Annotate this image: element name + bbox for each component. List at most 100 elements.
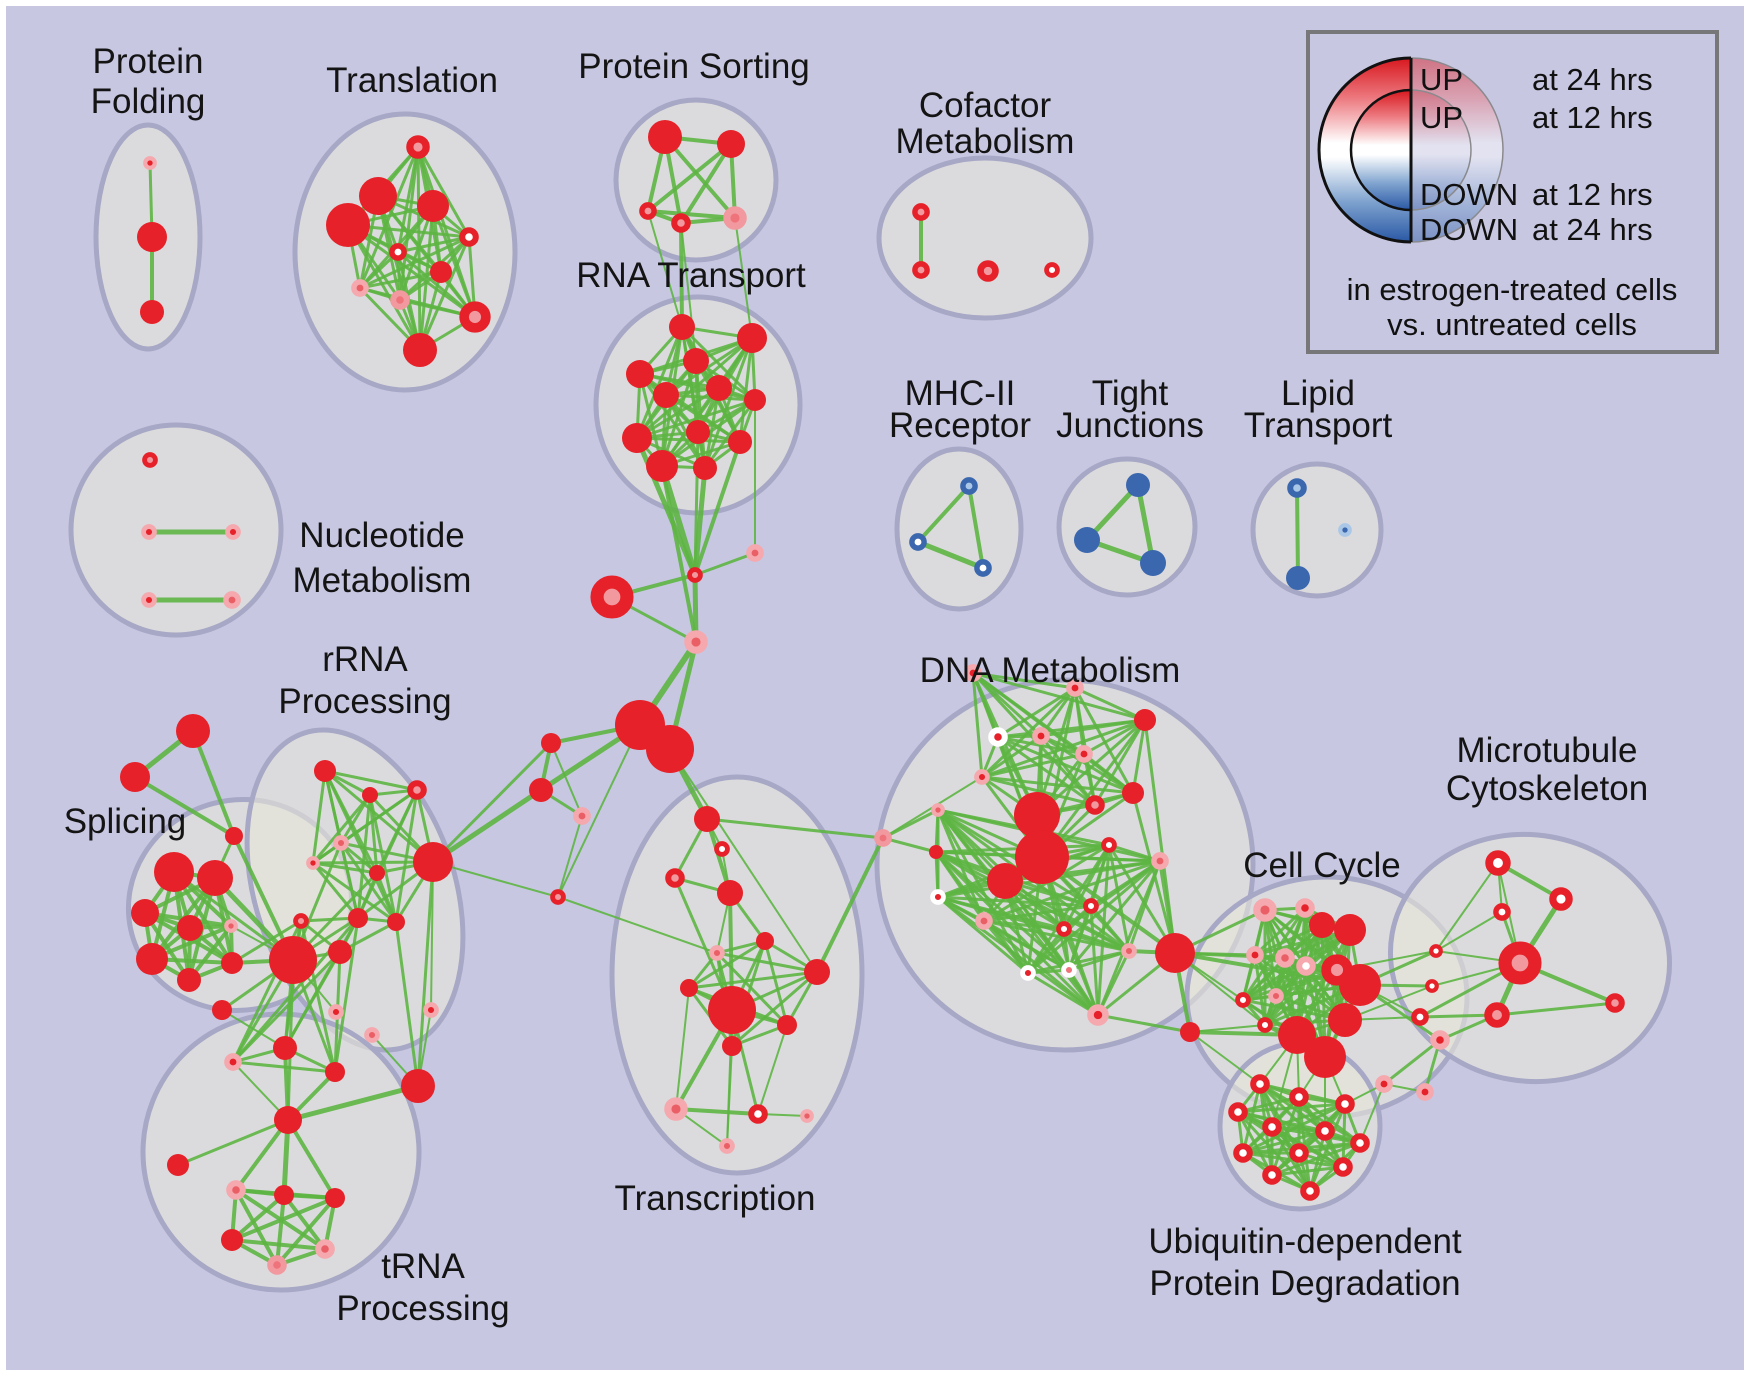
node-s8[interactable]	[221, 952, 243, 974]
node-trj[interactable]	[800, 1109, 814, 1123]
node-mt4[interactable]	[1429, 944, 1443, 958]
node-r12[interactable]	[269, 936, 317, 984]
node-trg[interactable]	[722, 1036, 742, 1056]
node-t2[interactable]	[359, 177, 397, 215]
node-cc12[interactable]	[1257, 1017, 1273, 1033]
node-c2[interactable]	[714, 841, 730, 857]
node-u7[interactable]	[1350, 1133, 1370, 1153]
node-d20[interactable]	[1121, 943, 1137, 959]
node-cc9[interactable]	[1339, 964, 1381, 1006]
node-r7[interactable]	[413, 842, 453, 882]
node-h4[interactable]	[684, 630, 708, 654]
node-u9[interactable]	[1289, 1143, 1309, 1163]
node-r3[interactable]	[407, 780, 427, 800]
node-r5[interactable]	[306, 856, 320, 870]
node-s7[interactable]	[177, 968, 201, 992]
node-ps1[interactable]	[648, 120, 682, 154]
node-cc4[interactable]	[1334, 914, 1366, 946]
node-l2[interactable]	[529, 778, 553, 802]
node-mt8[interactable]	[1605, 993, 1625, 1013]
node-mh1[interactable]	[960, 477, 978, 495]
node-d16[interactable]	[930, 889, 946, 905]
node-c3[interactable]	[665, 868, 685, 888]
node-r10[interactable]	[293, 913, 309, 929]
node-t9[interactable]	[390, 290, 410, 310]
node-cc20[interactable]	[1430, 1030, 1450, 1050]
node-r13[interactable]	[212, 1000, 232, 1020]
node-s2[interactable]	[197, 860, 233, 896]
node-trk[interactable]	[719, 1138, 735, 1154]
node-u4[interactable]	[1228, 1102, 1248, 1122]
node-cc11[interactable]	[1268, 988, 1284, 1004]
node-d26[interactable]	[1155, 933, 1195, 973]
node-d3[interactable]	[1075, 745, 1093, 763]
node-rt4[interactable]	[683, 348, 709, 374]
node-d12[interactable]	[987, 863, 1023, 899]
node-rt2[interactable]	[737, 323, 767, 353]
node-lt1[interactable]	[1287, 478, 1307, 498]
node-s6[interactable]	[136, 943, 168, 975]
node-cc22[interactable]	[1416, 1083, 1434, 1101]
node-r15[interactable]	[364, 1027, 380, 1043]
node-trh[interactable]	[664, 1097, 688, 1121]
node-trb[interactable]	[709, 945, 725, 961]
node-t4[interactable]	[326, 203, 370, 247]
node-n3[interactable]	[226, 1180, 246, 1200]
node-r2[interactable]	[362, 787, 378, 803]
node-n4[interactable]	[274, 1185, 294, 1205]
node-d9[interactable]	[1122, 782, 1144, 804]
node-d10[interactable]	[1014, 792, 1060, 838]
node-nm3[interactable]	[225, 524, 241, 540]
node-rt3[interactable]	[626, 360, 654, 388]
node-mt1[interactable]	[1485, 850, 1511, 876]
node-c1[interactable]	[694, 806, 720, 832]
node-t10[interactable]	[459, 301, 491, 333]
node-t3[interactable]	[417, 190, 449, 222]
node-t7[interactable]	[430, 261, 452, 283]
node-db[interactable]	[1066, 679, 1084, 697]
node-tj1[interactable]	[1126, 473, 1150, 497]
node-n5[interactable]	[325, 1188, 345, 1208]
node-cm1[interactable]	[912, 203, 930, 221]
node-cc7[interactable]	[1296, 956, 1316, 976]
node-cc10[interactable]	[1235, 992, 1251, 1008]
node-r11[interactable]	[328, 940, 352, 964]
node-rt7[interactable]	[744, 389, 766, 411]
node-tri[interactable]	[748, 1104, 768, 1124]
node-u8[interactable]	[1233, 1143, 1253, 1163]
node-cc21[interactable]	[1375, 1075, 1393, 1093]
node-t1[interactable]	[406, 135, 430, 159]
node-mt7[interactable]	[1484, 1002, 1510, 1028]
node-u5[interactable]	[1262, 1117, 1282, 1137]
node-cm2[interactable]	[912, 261, 930, 279]
node-r8[interactable]	[387, 913, 405, 931]
node-r14[interactable]	[328, 1004, 344, 1020]
node-s4[interactable]	[177, 915, 203, 941]
node-r20[interactable]	[401, 1069, 435, 1103]
node-d18[interactable]	[1083, 898, 1099, 914]
node-h2[interactable]	[746, 544, 764, 562]
node-t6[interactable]	[389, 243, 407, 261]
node-tj2[interactable]	[1074, 527, 1100, 553]
node-rt8[interactable]	[622, 423, 652, 453]
node-tj3[interactable]	[1140, 550, 1166, 576]
node-d7[interactable]	[929, 845, 943, 859]
node-nm4[interactable]	[141, 592, 157, 608]
node-d19[interactable]	[1056, 921, 1072, 937]
node-cc13[interactable]	[1278, 1016, 1316, 1054]
node-rt9[interactable]	[686, 420, 710, 444]
node-d14[interactable]	[1151, 852, 1169, 870]
node-n6[interactable]	[221, 1229, 243, 1251]
node-rt11[interactable]	[646, 450, 678, 482]
node-d4[interactable]	[974, 769, 990, 785]
node-cc3[interactable]	[1309, 912, 1335, 938]
node-h3[interactable]	[590, 575, 634, 619]
node-h1[interactable]	[687, 567, 703, 583]
node-t11[interactable]	[403, 333, 437, 367]
node-d22[interactable]	[1061, 962, 1077, 978]
node-ps4[interactable]	[671, 213, 691, 233]
node-cc19[interactable]	[1411, 1008, 1429, 1026]
node-d5[interactable]	[931, 803, 945, 817]
node-cm4[interactable]	[1044, 262, 1060, 278]
node-nm2[interactable]	[141, 524, 157, 540]
